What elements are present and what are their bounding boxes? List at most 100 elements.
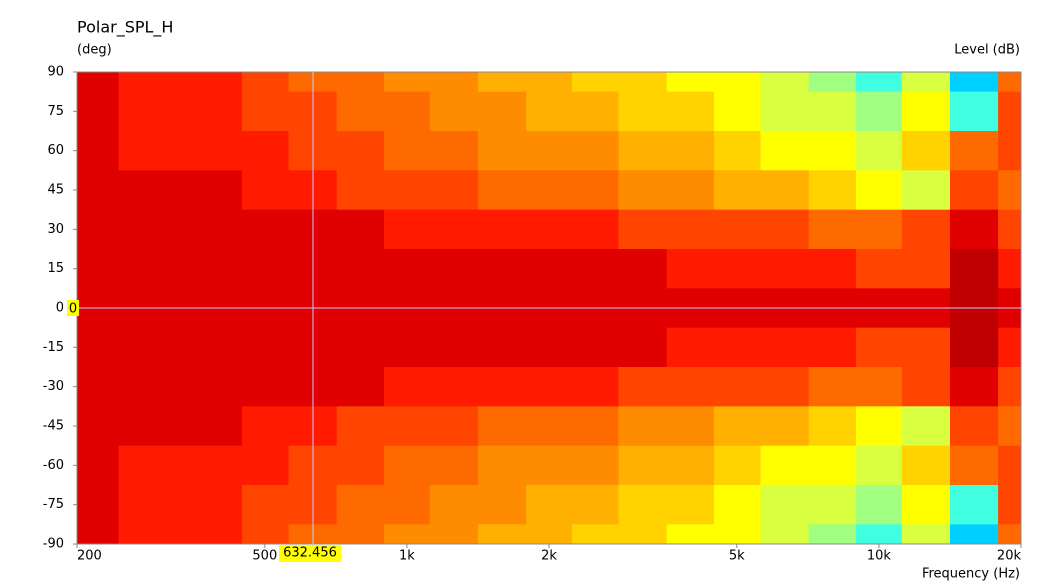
contour-cell <box>77 445 120 486</box>
y-tick-label: 30 <box>47 222 64 237</box>
contour-cell <box>998 91 1021 132</box>
y-tick-label: -75 <box>43 497 64 512</box>
contour-cell <box>384 367 431 407</box>
x-tick-label: 200 <box>77 549 102 564</box>
contour-cell <box>241 524 290 544</box>
contour-cell <box>713 209 762 250</box>
contour-cell <box>949 249 999 289</box>
contour-cell <box>336 524 385 544</box>
contour-cell <box>666 367 715 407</box>
contour-cell <box>241 367 290 407</box>
contour-cell <box>189 170 243 211</box>
x-tick-label: 1k <box>399 549 415 564</box>
contour-cell <box>118 406 191 447</box>
contour-cell <box>998 131 1021 171</box>
contour-cell <box>118 209 191 250</box>
contour-cell <box>713 445 762 486</box>
y-tick-label: -30 <box>43 379 64 394</box>
contour-cell <box>336 406 385 447</box>
contour-cell <box>713 485 762 525</box>
contour-cell <box>666 170 715 211</box>
contour-cell <box>998 327 1021 368</box>
contour-cell <box>384 209 431 250</box>
contour-cell <box>336 445 385 486</box>
contour-cell <box>477 445 527 486</box>
contour-cell <box>241 170 290 211</box>
contour-cell <box>901 209 951 250</box>
contour-cell <box>118 72 191 93</box>
contour-cell <box>429 327 479 368</box>
contour-cell <box>618 485 668 525</box>
contour-cell <box>760 367 810 407</box>
contour-cell <box>713 524 762 544</box>
chart-title: Polar_SPL_H <box>77 18 173 38</box>
contour-cell <box>241 485 290 525</box>
cursor-x-label-box <box>279 545 342 562</box>
contour-cell <box>571 485 619 525</box>
contour-cell <box>713 249 762 289</box>
contour-cell <box>526 485 573 525</box>
contour-cell <box>189 249 243 289</box>
contour-cell <box>808 72 857 93</box>
contour-cell <box>477 91 527 132</box>
contour-cell <box>336 485 385 525</box>
contour-cell <box>477 524 527 544</box>
contour-cell <box>477 209 527 250</box>
contour-cell <box>429 170 479 211</box>
contour-cell <box>384 327 431 368</box>
y-axis-label: (deg) <box>77 43 112 58</box>
contour-cell <box>666 327 715 368</box>
contour-cell <box>526 170 573 211</box>
contour-cell <box>949 72 999 93</box>
y-tick-label: -90 <box>43 537 64 552</box>
contour-cell <box>571 367 619 407</box>
contour-cell <box>571 249 619 289</box>
y-tick-label: 60 <box>47 143 64 158</box>
contour-cell <box>760 249 810 289</box>
contour-cell <box>713 72 762 93</box>
contour-cell <box>77 170 120 211</box>
contour-cell <box>666 406 715 447</box>
contour-cell <box>618 406 668 447</box>
contour-cell <box>241 445 290 486</box>
contour-cell <box>760 209 810 250</box>
contour-cell <box>949 445 999 486</box>
contour-cell <box>760 131 810 171</box>
contour-cell <box>189 91 243 132</box>
contour-cell <box>808 91 857 132</box>
contour-cell <box>760 170 810 211</box>
contour-cell <box>384 91 431 132</box>
contour-cell <box>118 327 191 368</box>
contour-cell <box>808 445 857 486</box>
contour-cell <box>384 524 431 544</box>
contour-cell <box>713 170 762 211</box>
contour-cell <box>949 131 999 171</box>
contour-cell <box>856 209 903 250</box>
contour-cell <box>571 72 619 93</box>
contour-cell <box>118 367 191 407</box>
contour-cell <box>808 170 857 211</box>
contour-cell <box>118 524 191 544</box>
contour-cell <box>384 249 431 289</box>
contour-cell <box>713 327 762 368</box>
contour-cell <box>189 485 243 525</box>
contour-cell <box>856 249 903 289</box>
contour-cell <box>241 91 290 132</box>
contour-cell <box>808 209 857 250</box>
contour-cell <box>808 249 857 289</box>
x-tick-label: 10k <box>867 549 892 564</box>
y-tick-label: 15 <box>47 261 64 276</box>
contour-cell <box>241 209 290 250</box>
contour-cell <box>477 249 527 289</box>
contour-cell <box>189 445 243 486</box>
contour-cell <box>241 327 290 368</box>
contour-cell <box>998 209 1021 250</box>
contour-cell <box>713 131 762 171</box>
contour-cell <box>77 131 120 171</box>
contour-cell <box>77 72 120 93</box>
contour-cell <box>901 406 951 447</box>
y-tick-label: -60 <box>43 458 64 473</box>
y-tick-label: 75 <box>47 104 64 119</box>
contour-cell <box>901 91 951 132</box>
contour-cell <box>760 91 810 132</box>
